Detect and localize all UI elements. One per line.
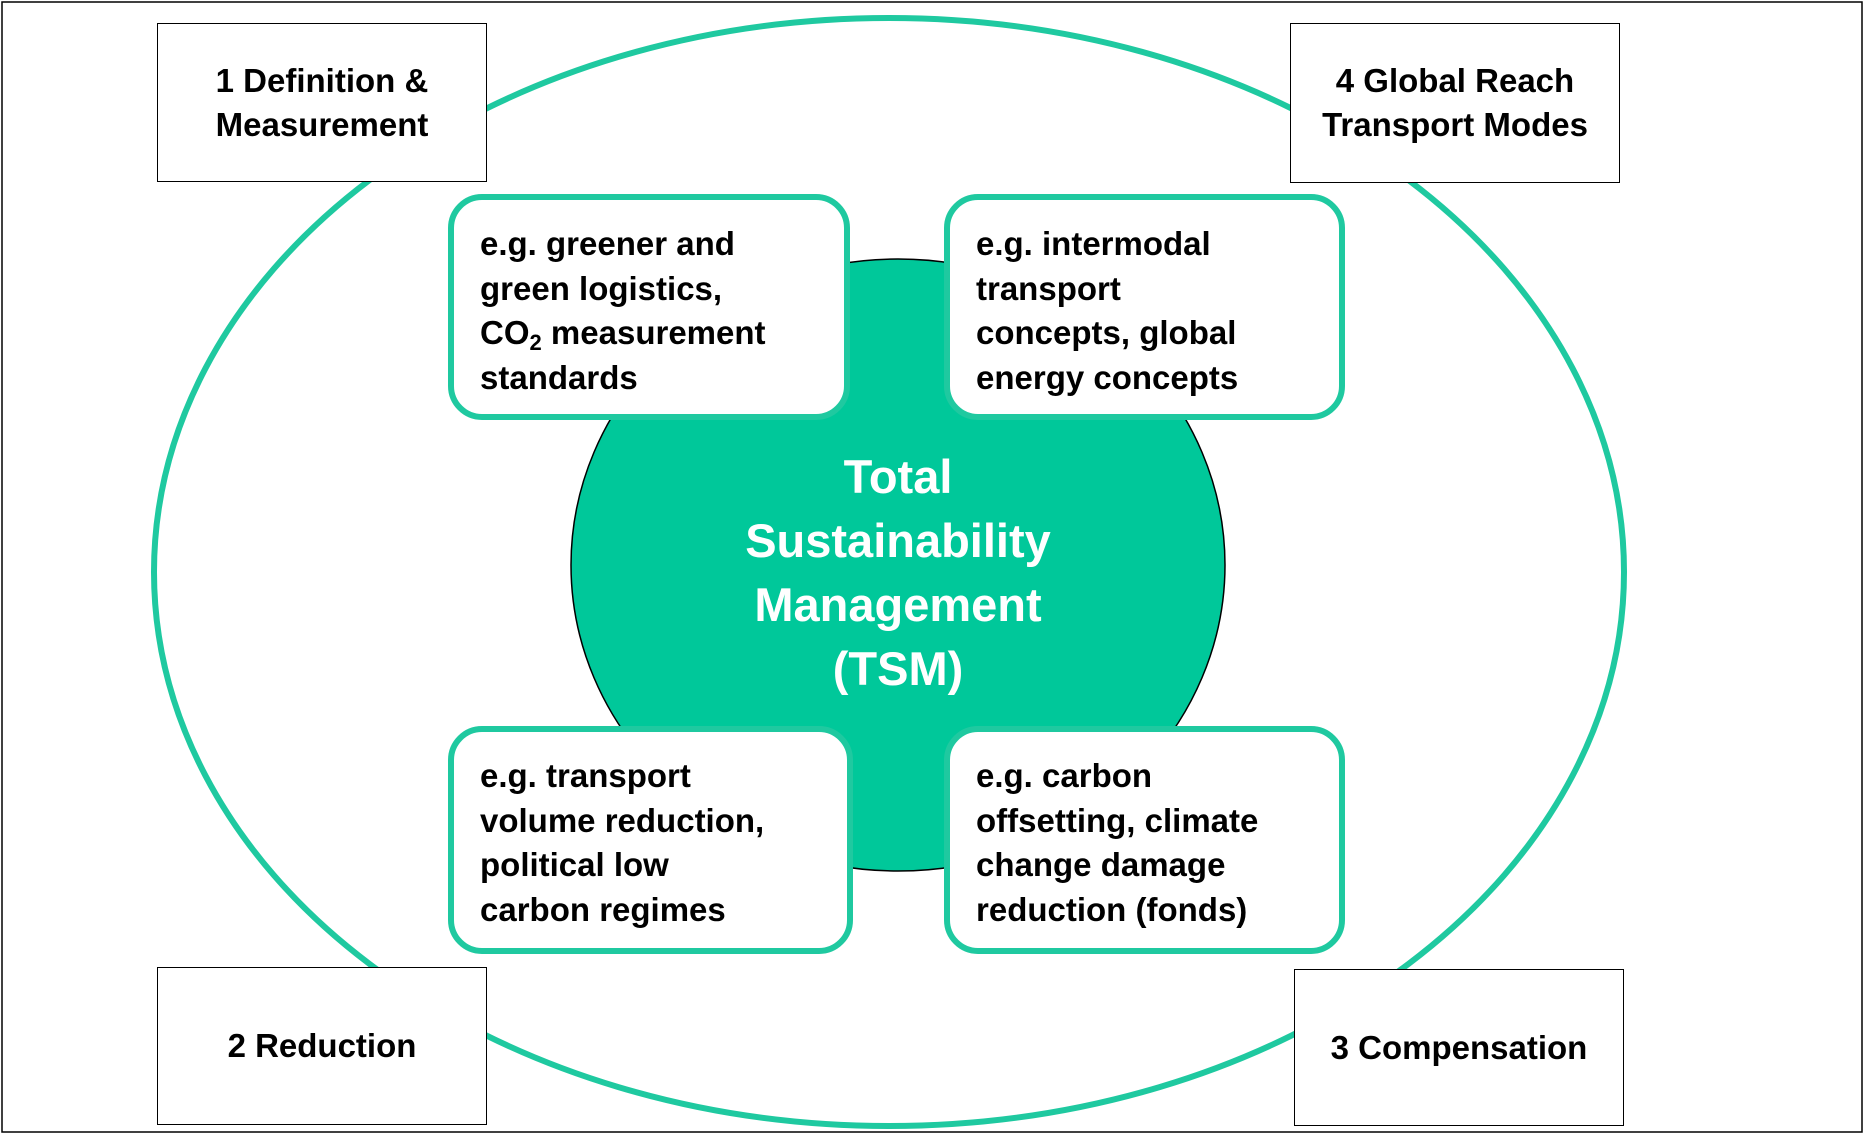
text-line: Transport Modes <box>1322 106 1588 143</box>
text-line: reduction (fonds) <box>976 890 1248 928</box>
text-line: standards <box>480 358 638 396</box>
text-line: change damage <box>976 846 1226 883</box>
text-line: offsetting, climate <box>976 801 1259 839</box>
text-line: Measurement <box>215 105 429 143</box>
text-line: 3 Compensation <box>1330 1028 1588 1066</box>
text-line: Total <box>843 450 953 503</box>
text-line: green logistics, <box>480 269 723 307</box>
corner-box: 3 Compensation <box>1294 969 1624 1126</box>
text-line: political low <box>480 846 669 883</box>
example-box: e.g. intermodal transport concepts, global… <box>944 194 1345 420</box>
text-line: CO2 measurement <box>480 311 844 356</box>
corner-box: 2 Reduction <box>157 967 487 1125</box>
corner-box: 4 Global Reach Transport Modes <box>1290 23 1620 183</box>
outer-ellipse <box>151 15 1627 1129</box>
example-box: e.g. transport volume reduction, political… <box>448 726 853 954</box>
text-line: carbon regimes <box>480 890 726 928</box>
text-line: e.g. intermodal <box>976 225 1211 262</box>
text-line: concepts, global <box>976 314 1237 351</box>
example-box: e.g. greener and green logistics, CO2 meas… <box>448 194 850 420</box>
subscript: 2 <box>529 330 542 355</box>
text-line: (TSM) <box>832 642 964 695</box>
text-line: e.g. greener and <box>480 225 735 262</box>
corner-box: 1 Definition & Measurement <box>157 23 487 182</box>
text-line: 1 Definition & <box>215 61 429 99</box>
text-line: e.g. transport <box>480 757 691 794</box>
example-box: e.g. carbon offsetting, climate change dam… <box>944 726 1345 954</box>
text-part: measurement <box>541 314 766 351</box>
center-label: Total Sustainability Management (TSM) <box>571 445 1225 701</box>
text-line: volume reduction, <box>480 801 765 839</box>
text-line: Sustainability <box>745 514 1051 567</box>
text-line: Management <box>754 578 1042 631</box>
text-part: CO <box>480 314 530 351</box>
text-line: 2 Reduction <box>227 1027 417 1064</box>
text-line: e.g. carbon <box>976 757 1153 794</box>
text-line: transport <box>976 269 1121 307</box>
text-line: energy concepts <box>976 358 1239 396</box>
text-line: 4 Global Reach <box>1335 62 1575 99</box>
